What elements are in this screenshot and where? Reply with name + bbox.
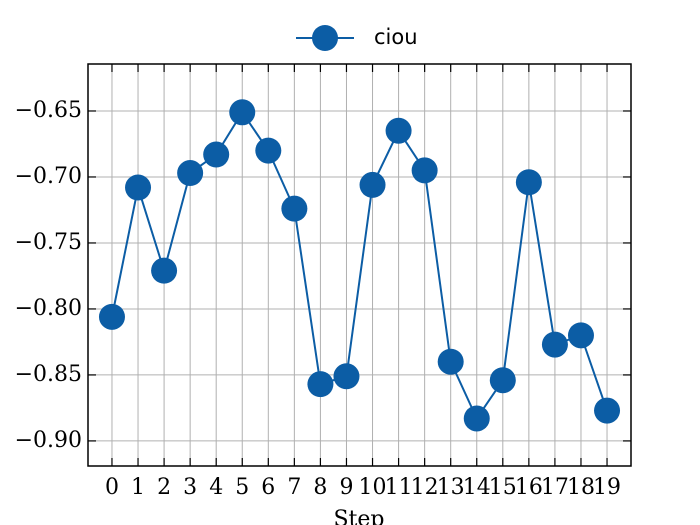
x-tick-label: 15 [489,475,517,500]
x-tick-label: 16 [515,475,543,500]
x-tick-label: 18 [567,475,595,500]
x-tick-label: 4 [209,475,223,500]
legend-label: ciou [374,25,418,49]
data-point [151,257,178,284]
data-point [489,367,516,394]
x-tick-label: 11 [385,475,413,500]
data-point [594,397,621,424]
data-point [255,137,282,164]
data-point [411,157,438,184]
data-point [307,371,334,398]
x-tick-label: 0 [105,475,119,500]
x-tick-label: 8 [313,475,327,500]
data-point [515,169,542,196]
x-tick-label: 3 [183,475,197,500]
y-tick-label: −0.75 [15,230,82,255]
x-tick-label: 9 [339,475,353,500]
data-point [463,405,490,432]
data-point [437,348,464,375]
y-tick-label: −0.80 [15,296,82,321]
y-tick-label: −0.70 [15,164,82,189]
x-tick-label: 12 [411,475,439,500]
data-point [359,171,386,198]
data-point [125,174,152,201]
x-tick-label: 14 [463,475,491,500]
data-point [333,363,360,390]
x-tick-label: 19 [593,475,621,500]
data-point [567,322,594,349]
data-point [177,160,204,187]
data-point [229,99,256,126]
y-tick-label: −0.90 [15,428,82,453]
data-line [110,110,608,421]
y-tick-label: −0.65 [15,98,82,123]
x-tick-label: 17 [541,475,569,500]
x-tick-label: 6 [261,475,275,500]
grid [88,64,631,466]
data-point [541,331,568,358]
x-tick-label: 13 [437,475,465,500]
x-tick-label: 2 [157,475,171,500]
x-tick-label: 7 [287,475,301,500]
plot-frame [87,63,632,467]
legend-marker [312,25,338,51]
x-tick-label: 1 [131,475,145,500]
x-axis-label: Step [333,507,384,525]
x-tick-label: 10 [359,475,387,500]
data-point [98,303,125,330]
data-point [385,117,412,144]
data-point [281,195,308,222]
y-tick-label: −0.85 [15,362,82,387]
x-tick-label: 5 [235,475,249,500]
data-point [203,141,230,168]
